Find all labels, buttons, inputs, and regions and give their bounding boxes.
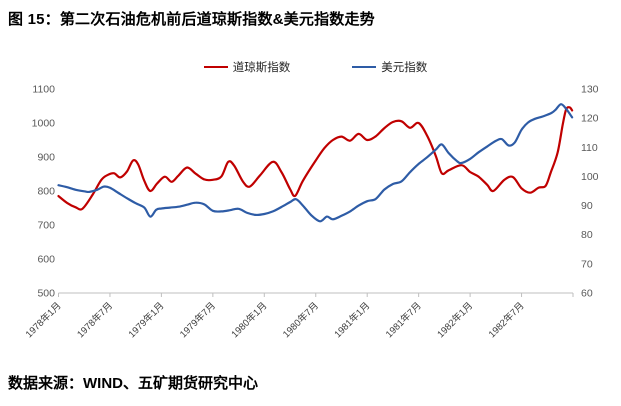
y-axis-left-tick-label: 900 (37, 152, 55, 164)
dow-jones-line (57, 106, 574, 211)
y-axis-right-tick-label: 80 (581, 229, 593, 241)
line-chart-plot: 1100 1000 900 800 700 600 500 130 120 110 100 90 80 7… (23, 84, 599, 341)
chart-title: 图 15：第二次石油危机前后道琼斯指数&美元指数走势 (8, 11, 375, 28)
y-axis-right-tick-label: 60 (581, 288, 593, 300)
y-axis-left-tick-label: 500 (37, 288, 55, 300)
x-axis-tick-label: 1980年7月 (280, 300, 321, 341)
x-axis-tick-label: 1979年7月 (177, 300, 218, 341)
y-axis-right-tick-label: 100 (581, 171, 599, 183)
x-axis-tick-label: 1978年7月 (75, 300, 116, 341)
dow-line-swatch-icon (203, 66, 228, 68)
y-axis-right-tick-label: 110 (581, 142, 598, 154)
y-axis-left-tick-label: 800 (37, 186, 55, 198)
y-axis-right-tick-label: 130 (581, 84, 599, 96)
data-source-note: 数据来源：WIND、五矿期货研究中心 (8, 375, 258, 392)
x-axis-tick-label: 1978年1月 (23, 300, 64, 341)
chart-legend: 道琼斯指数 美元指数 (58, 59, 573, 75)
legend-item-usd: 美元指数 (352, 59, 427, 75)
x-axis-tick-label: 1982年1月 (435, 300, 476, 341)
y-axis-right-tick-label: 90 (581, 200, 593, 212)
usd-line-swatch-icon (352, 66, 377, 68)
usd-index-line (57, 103, 574, 223)
legend-item-dow: 道琼斯指数 (203, 59, 291, 75)
y-axis-left-tick-label: 1000 (32, 118, 56, 130)
x-axis-tick-label: 1982年7月 (486, 300, 527, 341)
legend-label-dow: 道琼斯指数 (232, 62, 291, 74)
x-axis-tick-label: 1979年1月 (126, 300, 167, 341)
x-axis-tick-label: 1981年1月 (332, 300, 373, 341)
legend-label-usd: 美元指数 (381, 62, 428, 74)
y-axis-left-tick-label: 1100 (32, 84, 55, 96)
y-axis-left-tick-label: 700 (37, 220, 55, 232)
y-axis-right-tick-label: 70 (581, 258, 593, 270)
y-axis-right-tick-label: 120 (581, 113, 599, 125)
x-axis-tick-label: 1981年7月 (383, 300, 424, 341)
x-axis-tick-label: 1980年1月 (229, 300, 270, 341)
y-axis-left-tick-label: 600 (37, 254, 55, 266)
